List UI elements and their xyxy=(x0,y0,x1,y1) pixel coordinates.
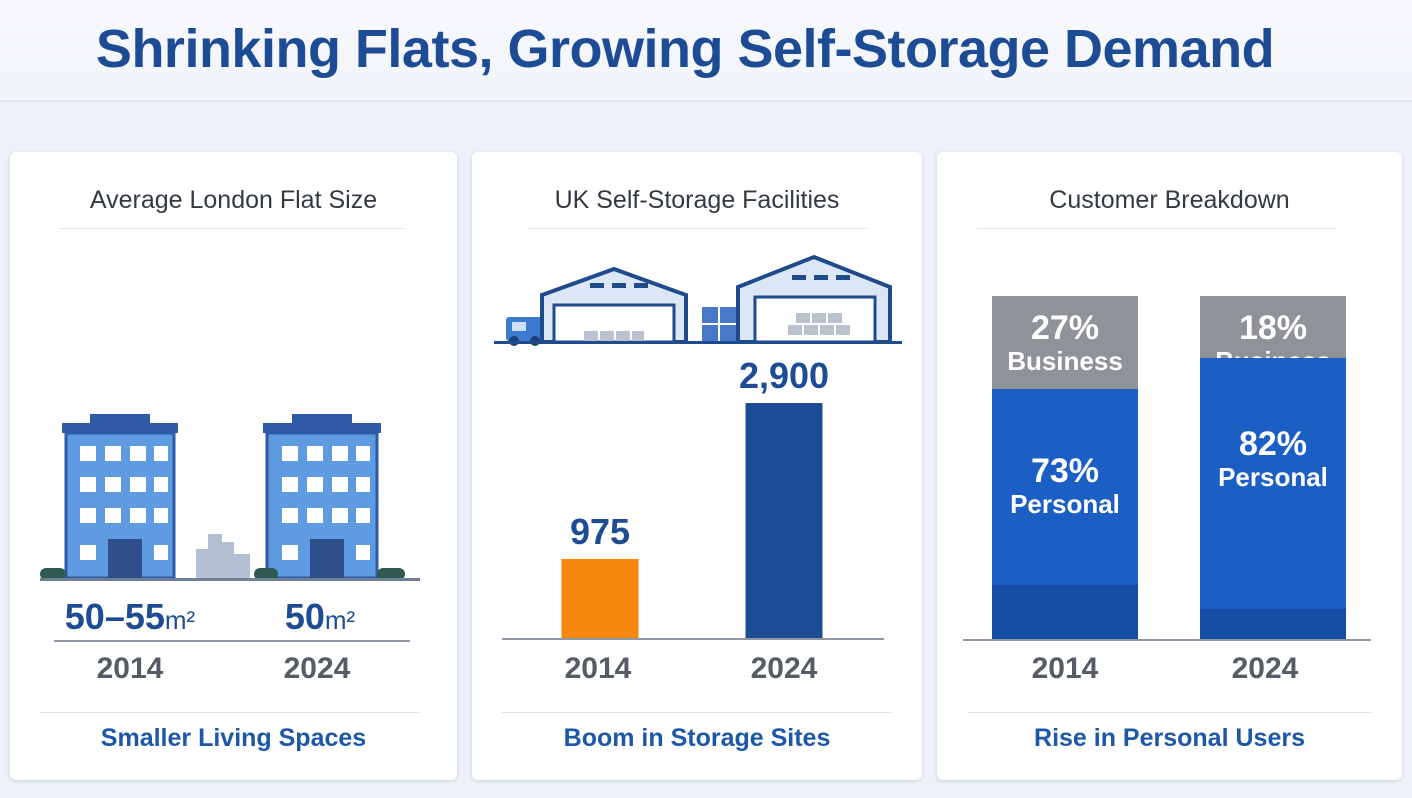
flat-size-2024: 50m² xyxy=(250,596,390,638)
footer-divider xyxy=(40,712,420,713)
footer-divider xyxy=(967,712,1372,713)
panel-title: UK Self-Storage Facilities xyxy=(554,186,840,214)
page-title: Shrinking Flats, Growing Self-Storage De… xyxy=(95,19,1275,79)
title-divider xyxy=(60,228,405,229)
bar-2024 xyxy=(745,403,823,638)
flat-size-2014: 50–55m² xyxy=(40,596,220,638)
bar-value-label: 2,900 xyxy=(738,355,830,396)
business-segment: 27% Business xyxy=(992,296,1138,389)
personal-segment-shade xyxy=(992,584,1138,639)
personal-segment: 82% Personal xyxy=(1200,357,1346,639)
personal-percent: 73% xyxy=(1030,451,1100,490)
business-name: Business xyxy=(1007,346,1123,376)
personal-name: Personal xyxy=(1218,461,1328,492)
customer-breakdown-panel: Customer Breakdown 27% Business 73% Pers… xyxy=(937,152,1402,780)
bar-2014 xyxy=(561,558,639,638)
personal-segment-label: 82% Personal xyxy=(1200,426,1346,492)
year-2024-label: 2024 xyxy=(1231,652,1299,685)
title-divider xyxy=(977,228,1337,229)
apartment-buildings-illustration xyxy=(40,414,420,581)
warehouses-illustration xyxy=(494,254,902,346)
title-divider xyxy=(527,228,867,229)
footer-divider xyxy=(502,712,892,713)
business-segment-label: 27% Business xyxy=(992,310,1138,376)
panel-title: Customer Breakdown xyxy=(1049,186,1290,214)
business-segment: 18% Business xyxy=(1200,296,1346,376)
year-2014-label: 2014 xyxy=(96,652,164,685)
panel-footer: Smaller Living Spaces xyxy=(100,724,367,752)
flat-size-2024-value: 50 xyxy=(284,596,325,637)
stacked-bar-2024: 18% Business 82% Personal xyxy=(1200,296,1346,639)
personal-name: Personal xyxy=(1010,488,1120,519)
year-2024-label: 2024 xyxy=(750,652,818,685)
flat-size-2014-value: 50–55 xyxy=(64,596,165,637)
building-2024-icon xyxy=(254,414,405,580)
baseline xyxy=(54,640,410,642)
city-skyline-icon xyxy=(196,534,250,578)
x-axis-line xyxy=(502,638,884,640)
year-2014-label: 2014 xyxy=(564,652,632,685)
stacked-bar-2014: 27% Business 73% Personal xyxy=(992,296,1138,639)
warehouse-large-icon xyxy=(736,254,892,344)
panel-footer: Rise in Personal Users xyxy=(1034,724,1305,752)
personal-segment-shade xyxy=(1200,608,1346,639)
panel-title: Average London Flat Size xyxy=(89,186,378,214)
year-2024-label: 2024 xyxy=(283,652,351,685)
flat-size-panel: Average London Flat Size xyxy=(10,152,457,780)
personal-percent: 82% xyxy=(1238,424,1308,463)
business-percent: 18% xyxy=(1238,309,1308,347)
business-percent: 27% xyxy=(1030,309,1100,347)
bar-value-label: 975 xyxy=(569,510,631,552)
panel-footer: Boom in Storage Sites xyxy=(563,724,831,752)
year-2014-label: 2014 xyxy=(1031,652,1099,685)
flat-size-2014-unit: m² xyxy=(164,605,196,635)
warehouse-small-icon xyxy=(540,266,688,344)
personal-segment: 73% Personal xyxy=(992,388,1138,639)
title-band xyxy=(0,0,1412,102)
baseline xyxy=(963,639,1371,641)
storage-bar-chart xyxy=(502,403,884,640)
flat-size-2024-unit: m² xyxy=(324,605,356,635)
storage-facilities-panel: UK Self-Storage Facilities 975 xyxy=(472,152,922,780)
building-2014-icon xyxy=(40,414,178,580)
personal-segment-label: 73% Personal xyxy=(992,453,1138,519)
